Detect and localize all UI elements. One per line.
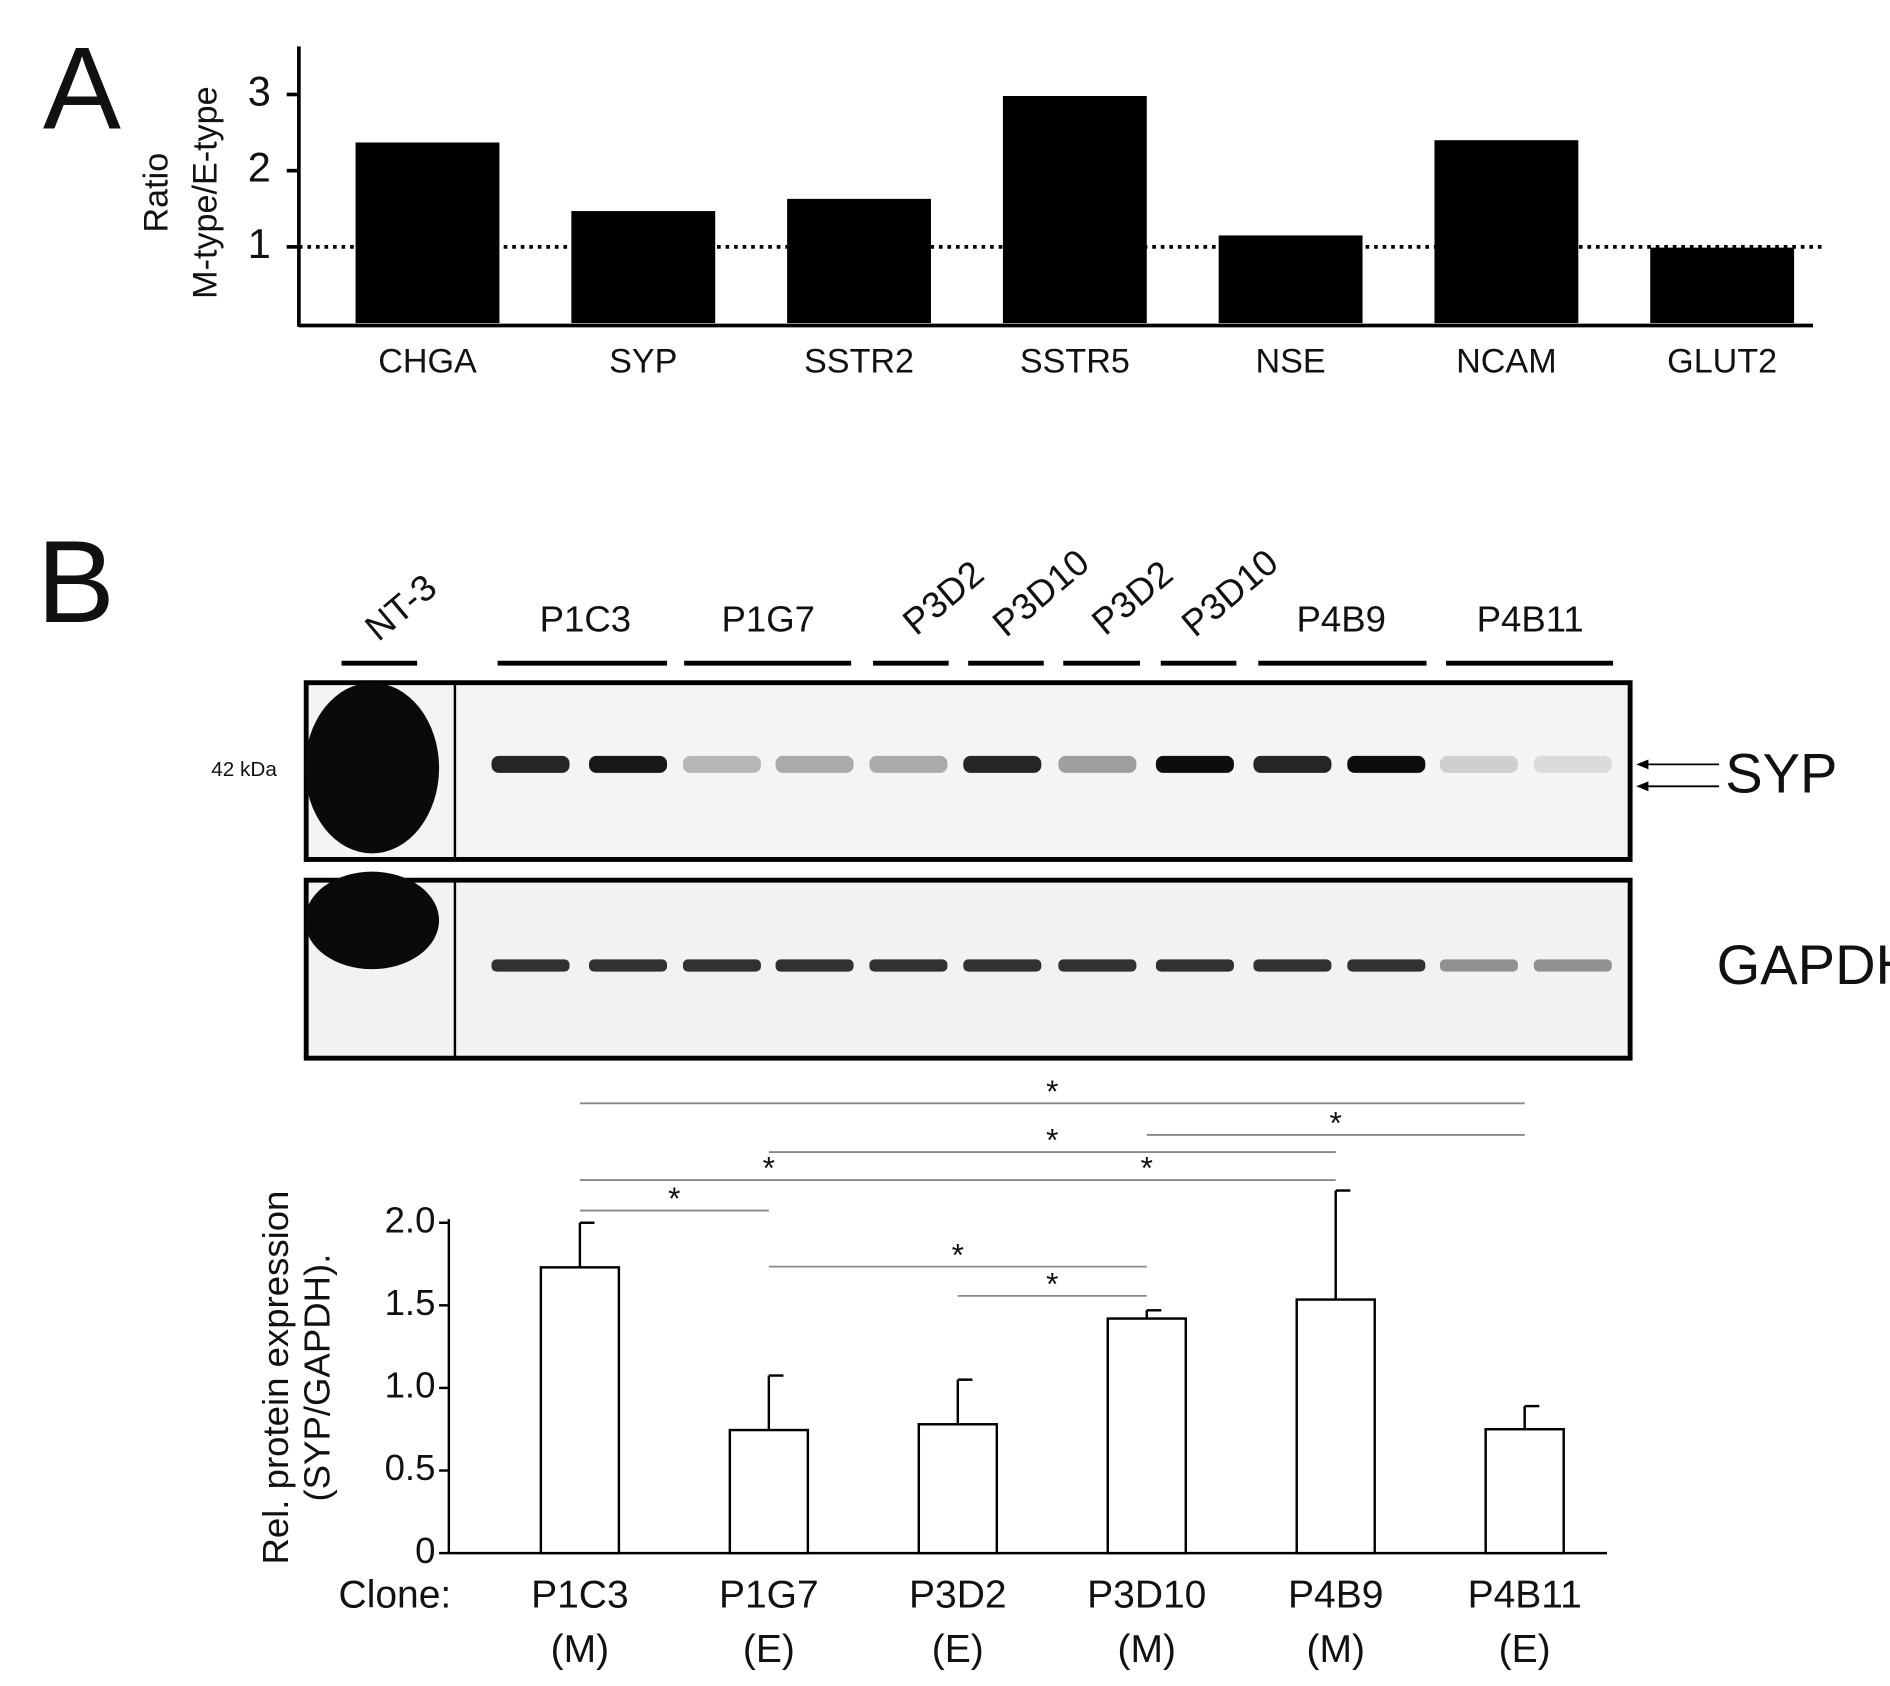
band [1058, 755, 1137, 773]
significance-label: * [668, 1180, 680, 1216]
panel-letter: B [37, 516, 115, 647]
significance-label: * [1046, 1122, 1058, 1158]
bar [355, 142, 500, 324]
x-tick-label: SSTR2 [804, 342, 914, 380]
bar [1295, 1298, 1376, 1555]
lane-label: NT-3 [357, 566, 444, 648]
band [1533, 959, 1612, 972]
panel-letter: A [43, 22, 121, 153]
band [963, 959, 1042, 972]
x-tick-label: P4B11 [1468, 1573, 1582, 1616]
lane-label: P1G7 [721, 598, 815, 639]
x-tick-label: NSE [1256, 342, 1326, 380]
band [1155, 959, 1234, 972]
band [775, 959, 854, 972]
bar [787, 198, 931, 324]
band [589, 755, 668, 773]
bar [1002, 96, 1147, 324]
significance-label: * [1046, 1266, 1058, 1302]
band [491, 755, 570, 773]
y-axis-label: M-type/E-type [186, 86, 224, 298]
y-axis-label: Rel. protein expression [255, 1191, 296, 1565]
bar [1218, 235, 1363, 324]
lane-label: P3D10 [1174, 541, 1286, 644]
x-tick-label: SSTR5 [1020, 342, 1130, 380]
bar [1106, 1317, 1187, 1555]
bar [728, 1428, 810, 1555]
band [775, 755, 854, 773]
band [1439, 959, 1518, 972]
target-label: GAPDH [1717, 933, 1890, 996]
significance-label: * [1330, 1105, 1342, 1141]
significance-label: * [1046, 1073, 1058, 1109]
significance-label: * [763, 1150, 775, 1186]
band [491, 959, 570, 972]
lane-label: P4B9 [1296, 598, 1385, 639]
blot-blob [304, 682, 440, 854]
x-tick-label: P1C3 [531, 1573, 629, 1616]
significance-label: * [952, 1236, 964, 1272]
band [589, 959, 668, 972]
arrow-head [1636, 759, 1649, 770]
band [963, 755, 1042, 773]
lane-label: P3D2 [895, 553, 991, 643]
lane-label: P3D10 [985, 541, 1097, 644]
x-tick-label: P3D2 [909, 1573, 1007, 1616]
x-tick-label: P4B9 [1288, 1573, 1383, 1616]
x-tick-label: CHGA [378, 342, 477, 380]
band [1533, 755, 1612, 773]
y-tick-label: 2 [248, 144, 271, 191]
bar [1650, 247, 1795, 324]
x-axis-label: Clone: [339, 1573, 452, 1616]
x-tick-label: NCAM [1456, 342, 1556, 380]
y-tick-label: 1.5 [385, 1282, 436, 1323]
y-axis-label: (SYP/GAPDH). [296, 1254, 337, 1502]
x-tick-sublabel: (M) [551, 1628, 609, 1671]
bar [539, 1266, 621, 1555]
blot-blob [304, 871, 440, 970]
lane-label: P1C3 [540, 598, 631, 639]
x-tick-sublabel: (M) [1118, 1628, 1176, 1671]
arrow-head [1636, 781, 1649, 792]
significance-label: * [1141, 1150, 1153, 1186]
bar [1434, 140, 1579, 324]
band [1253, 755, 1332, 773]
x-tick-sublabel: (E) [932, 1628, 984, 1671]
y-tick-label: 3 [248, 67, 271, 114]
marker-label: 42 kDa [211, 758, 277, 781]
lane-label: P3D2 [1084, 553, 1180, 643]
band [869, 959, 948, 972]
band [869, 755, 948, 773]
x-tick-sublabel: (E) [743, 1628, 795, 1671]
band [682, 959, 761, 972]
y-tick-label: 1 [248, 220, 271, 267]
bar [571, 211, 716, 324]
band [1347, 959, 1426, 972]
band [682, 755, 761, 773]
x-tick-label: SYP [609, 342, 677, 380]
y-tick-label: 1.0 [385, 1365, 436, 1406]
x-tick-label: GLUT2 [1667, 342, 1777, 380]
x-tick-label: P3D10 [1087, 1573, 1206, 1616]
band [1155, 755, 1234, 773]
bar [917, 1423, 999, 1555]
y-tick-label: 2.0 [385, 1199, 436, 1240]
lane-label: P4B11 [1477, 598, 1584, 639]
band [1058, 959, 1137, 972]
target-label: SYP [1725, 742, 1837, 805]
y-tick-label: 0.5 [385, 1447, 436, 1488]
x-tick-label: P1G7 [719, 1573, 819, 1616]
band [1253, 959, 1332, 972]
y-axis-label: Ratio [138, 153, 176, 233]
x-tick-sublabel: (M) [1306, 1628, 1364, 1671]
bar [1484, 1428, 1565, 1555]
blot: 42 kDa SYP GAPDH [211, 680, 1890, 1061]
y-tick-label: 0 [415, 1530, 435, 1571]
x-tick-sublabel: (E) [1499, 1628, 1551, 1671]
band [1347, 755, 1426, 773]
band [1439, 755, 1518, 773]
